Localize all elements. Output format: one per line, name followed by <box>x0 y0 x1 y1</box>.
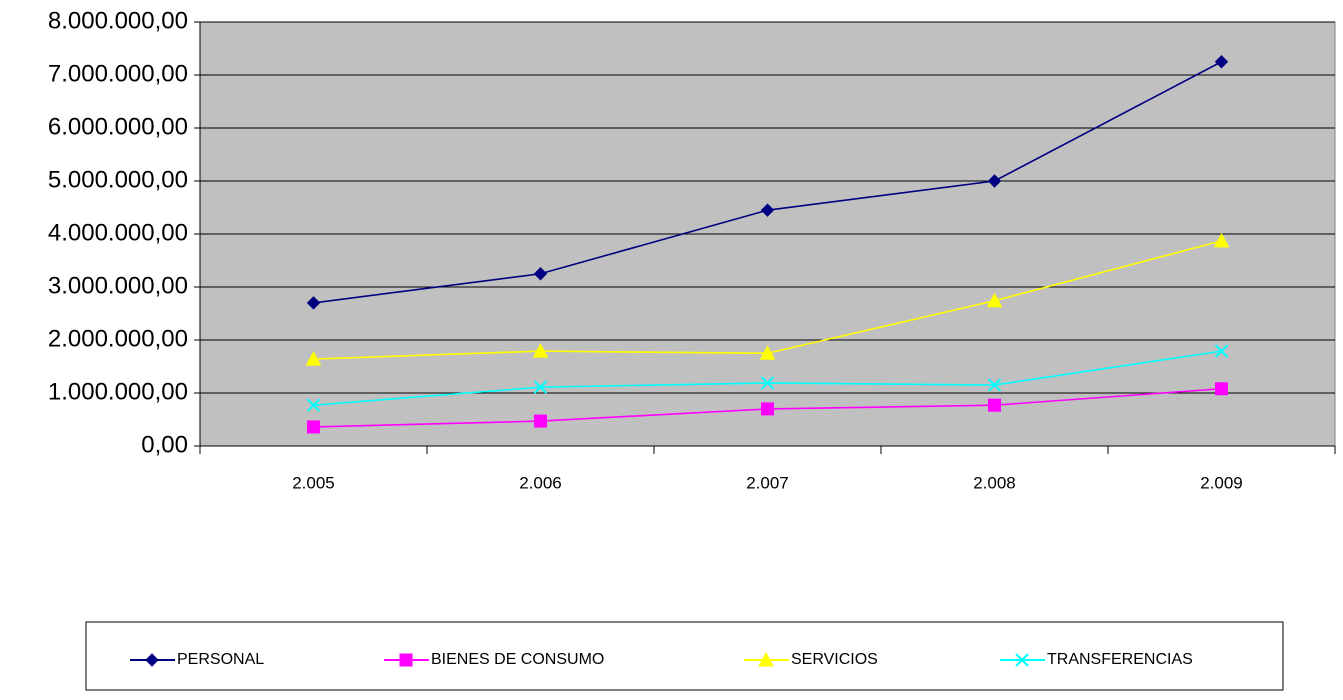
data-point <box>533 267 548 281</box>
x-tick-label: 2.008 <box>973 473 1016 492</box>
legend-marker <box>758 651 774 667</box>
data-point <box>1214 344 1229 358</box>
legend-label: TRANSFERENCIAS <box>1047 651 1193 668</box>
y-tick-label: 1.000.000,00 <box>48 378 188 405</box>
x-tick-label: 2.005 <box>292 473 335 492</box>
data-point <box>759 345 776 360</box>
y-tick-label: 0,00 <box>141 431 188 458</box>
data-point <box>306 296 321 310</box>
legend-marker <box>399 653 413 667</box>
data-point <box>1213 232 1230 248</box>
data-point <box>986 292 1003 308</box>
y-tick-label: 8.000.000,00 <box>48 7 188 34</box>
legend-label: SERVICIOS <box>791 651 878 668</box>
legend-label: BIENES DE CONSUMO <box>431 651 604 668</box>
data-point <box>760 203 775 217</box>
data-point <box>306 398 321 412</box>
y-tick-label: 5.000.000,00 <box>48 166 188 193</box>
data-point <box>988 398 1001 412</box>
y-tick-label: 6.000.000,00 <box>48 113 188 140</box>
y-tick-label: 7.000.000,00 <box>48 60 188 87</box>
data-point <box>987 378 1002 392</box>
x-tick-label: 2.009 <box>1200 473 1243 492</box>
data-point <box>307 420 320 434</box>
data-point <box>987 174 1002 188</box>
y-tick-label: 4.000.000,00 <box>48 219 188 246</box>
x-tick-label: 2.007 <box>746 473 789 492</box>
data-point <box>1214 55 1229 69</box>
data-point <box>1215 382 1228 396</box>
data-point <box>760 376 775 390</box>
legend-label: PERSONAL <box>177 651 264 668</box>
legend-marker <box>1015 653 1029 667</box>
data-point <box>532 343 549 358</box>
x-tick-label: 2.006 <box>519 473 562 492</box>
legend-box <box>85 621 1284 691</box>
data-point <box>305 351 322 366</box>
data-point <box>533 380 548 394</box>
legend-marker <box>145 653 159 667</box>
y-tick-label: 2.000.000,00 <box>48 325 188 352</box>
data-point <box>761 402 774 416</box>
y-tick-label: 3.000.000,00 <box>48 272 188 299</box>
data-point <box>534 414 547 428</box>
